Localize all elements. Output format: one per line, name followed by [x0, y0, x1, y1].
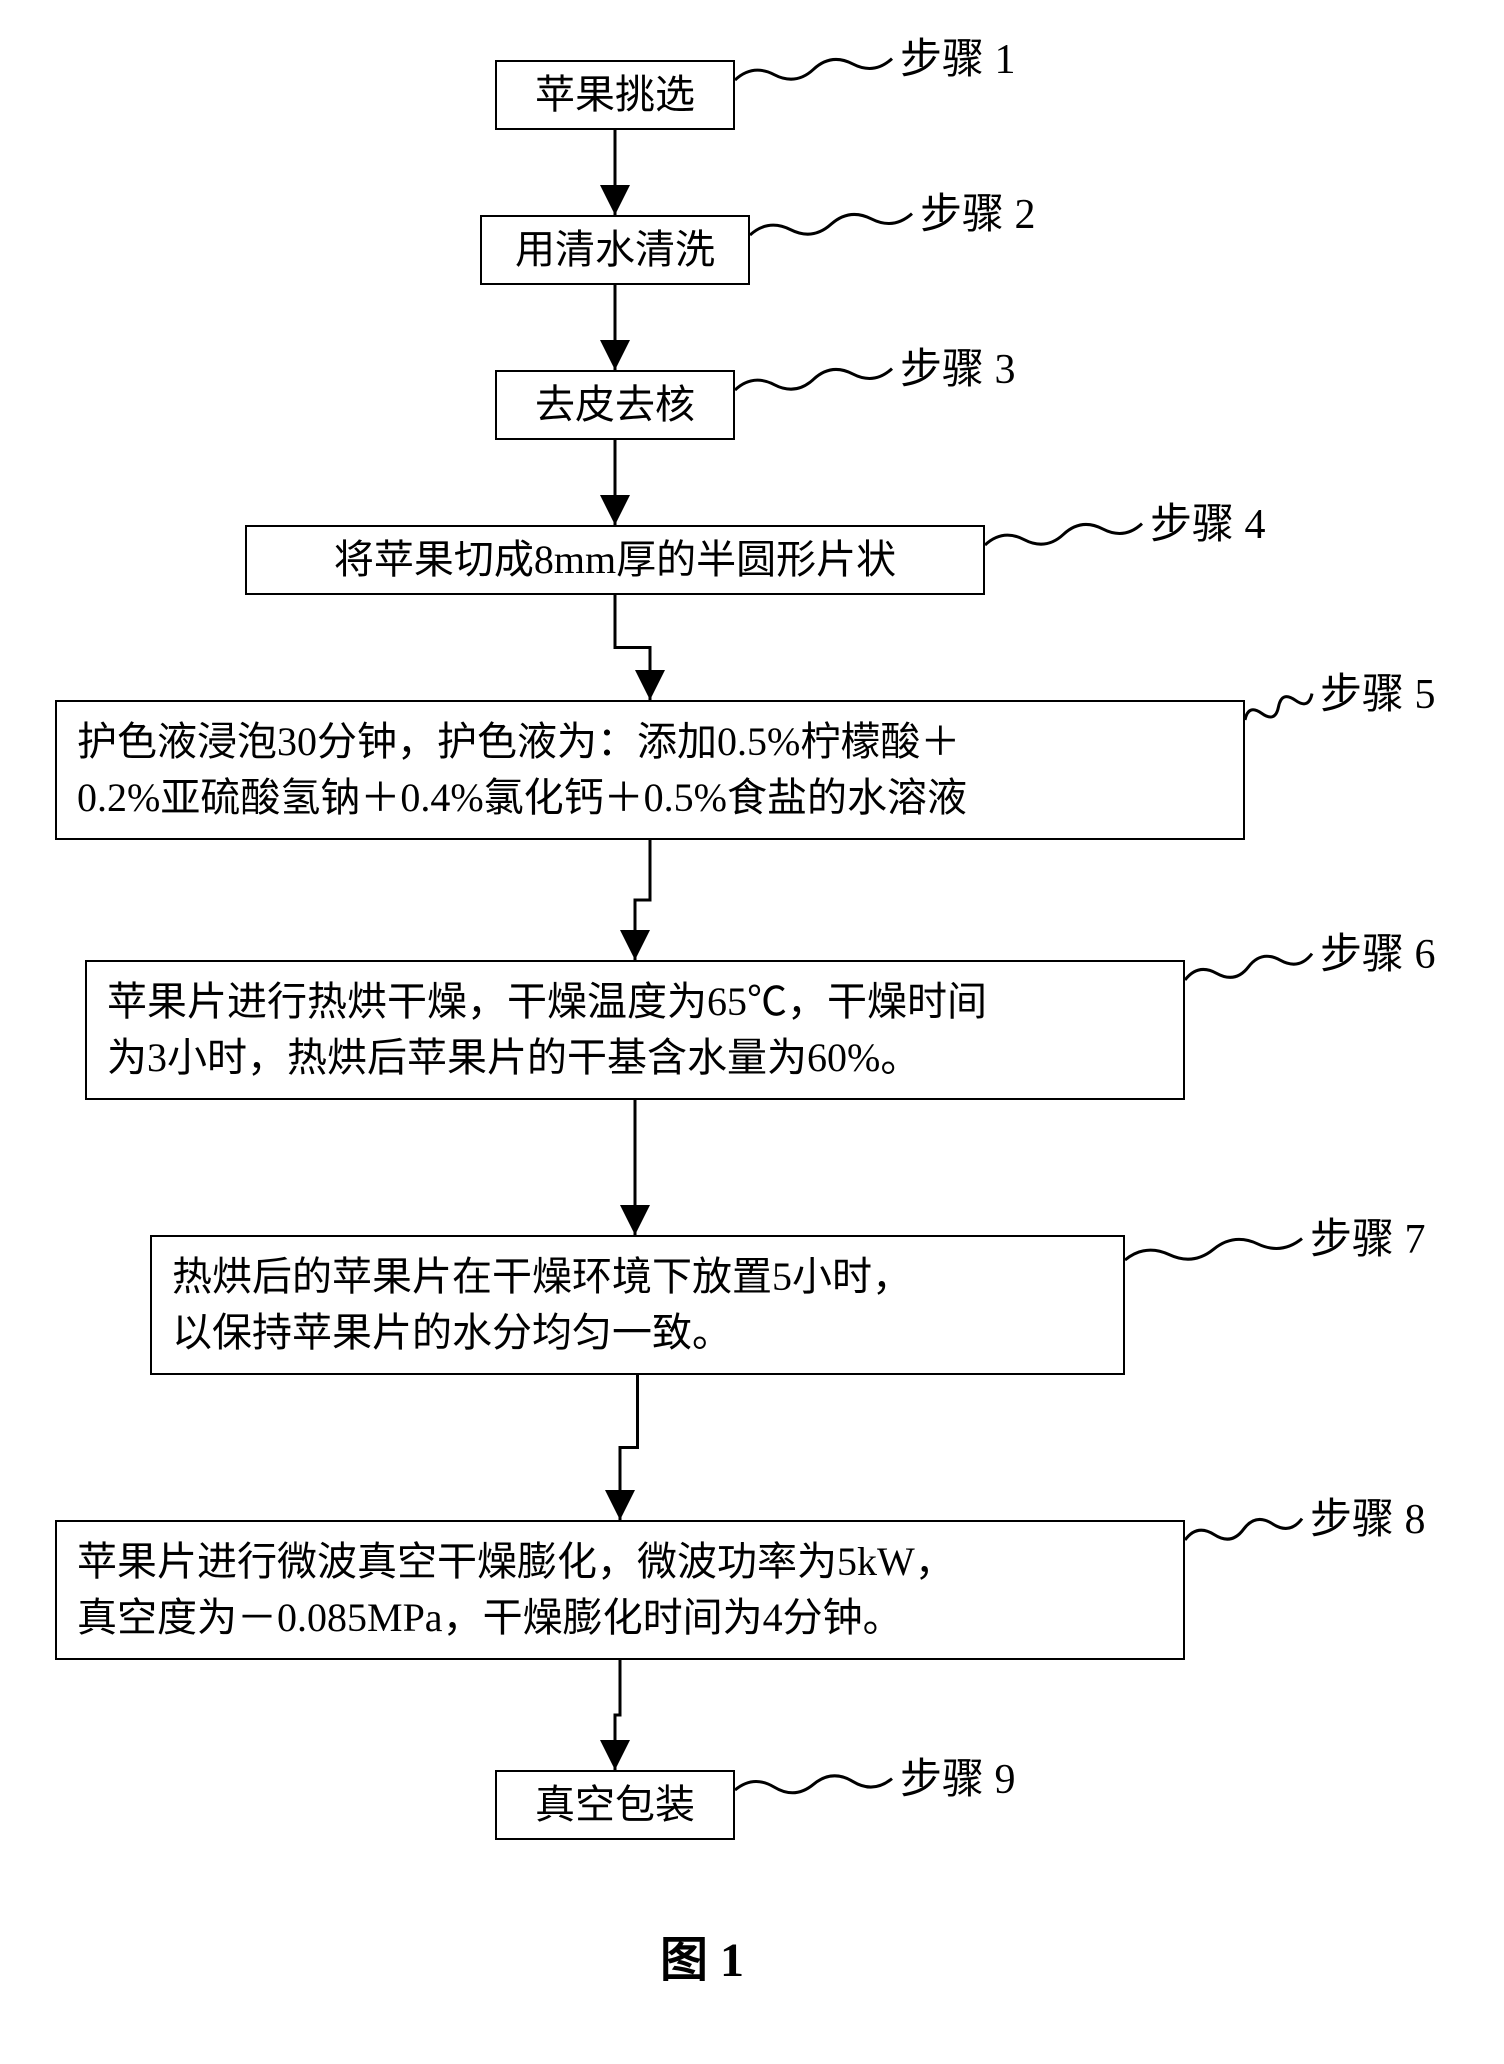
step-label-2: 步骤 2 [920, 180, 1036, 241]
step-label-text: 步骤 9 [900, 1757, 1016, 1803]
flow-step-text: 将苹果切成8mm厚的半圆形片状 [334, 532, 896, 588]
flow-step-5: 护色液浸泡30分钟，护色液为：添加0.5%柠檬酸＋ 0.2%亚硫酸氢钠＋0.4%… [55, 700, 1245, 840]
step-label-text: 步骤 3 [900, 347, 1016, 393]
step-label-5: 步骤 5 [1320, 660, 1436, 721]
step-label-7: 步骤 7 [1310, 1205, 1426, 1266]
figure-caption: 图 1 [660, 1920, 744, 1990]
flowchart-canvas: 苹果挑选用清水清洗去皮去核将苹果切成8mm厚的半圆形片状护色液浸泡30分钟，护色… [0, 0, 1504, 2064]
step-label-text: 步骤 2 [920, 192, 1036, 238]
flow-step-1: 苹果挑选 [495, 60, 735, 130]
flow-step-text: 真空包装 [535, 1777, 695, 1833]
flow-step-text: 去皮去核 [535, 377, 695, 433]
step-label-3: 步骤 3 [900, 335, 1016, 396]
step-label-text: 步骤 6 [1320, 932, 1436, 978]
flow-step-9: 真空包装 [495, 1770, 735, 1840]
step-label-4: 步骤 4 [1150, 490, 1266, 551]
flow-step-7: 热烘后的苹果片在干燥环境下放置5小时， 以保持苹果片的水分均匀一致。 [150, 1235, 1125, 1375]
flow-step-text: 热烘后的苹果片在干燥环境下放置5小时， 以保持苹果片的水分均匀一致。 [172, 1249, 912, 1361]
step-label-8: 步骤 8 [1310, 1485, 1426, 1546]
step-label-text: 步骤 5 [1320, 672, 1436, 718]
step-label-text: 步骤 4 [1150, 502, 1266, 548]
flow-step-2: 用清水清洗 [480, 215, 750, 285]
step-label-text: 步骤 1 [900, 37, 1016, 83]
flow-step-text: 护色液浸泡30分钟，护色液为：添加0.5%柠檬酸＋ 0.2%亚硫酸氢钠＋0.4%… [77, 714, 967, 826]
step-label-9: 步骤 9 [900, 1745, 1016, 1806]
step-label-text: 步骤 7 [1310, 1217, 1426, 1263]
step-label-text: 步骤 8 [1310, 1497, 1426, 1543]
step-label-6: 步骤 6 [1320, 920, 1436, 981]
caption-text: 图 1 [660, 1934, 744, 1987]
flow-step-6: 苹果片进行热烘干燥，干燥温度为65℃，干燥时间 为3小时，热烘后苹果片的干基含水… [85, 960, 1185, 1100]
flow-step-3: 去皮去核 [495, 370, 735, 440]
flow-step-text: 苹果片进行微波真空干燥膨化，微波功率为5kW， 真空度为－0.085MPa，干燥… [77, 1534, 955, 1646]
flow-step-text: 苹果挑选 [535, 67, 695, 123]
flow-step-text: 苹果片进行热烘干燥，干燥温度为65℃，干燥时间 为3小时，热烘后苹果片的干基含水… [107, 974, 987, 1086]
flow-step-4: 将苹果切成8mm厚的半圆形片状 [245, 525, 985, 595]
flow-step-text: 用清水清洗 [515, 222, 715, 278]
step-label-1: 步骤 1 [900, 25, 1016, 86]
flow-step-8: 苹果片进行微波真空干燥膨化，微波功率为5kW， 真空度为－0.085MPa，干燥… [55, 1520, 1185, 1660]
